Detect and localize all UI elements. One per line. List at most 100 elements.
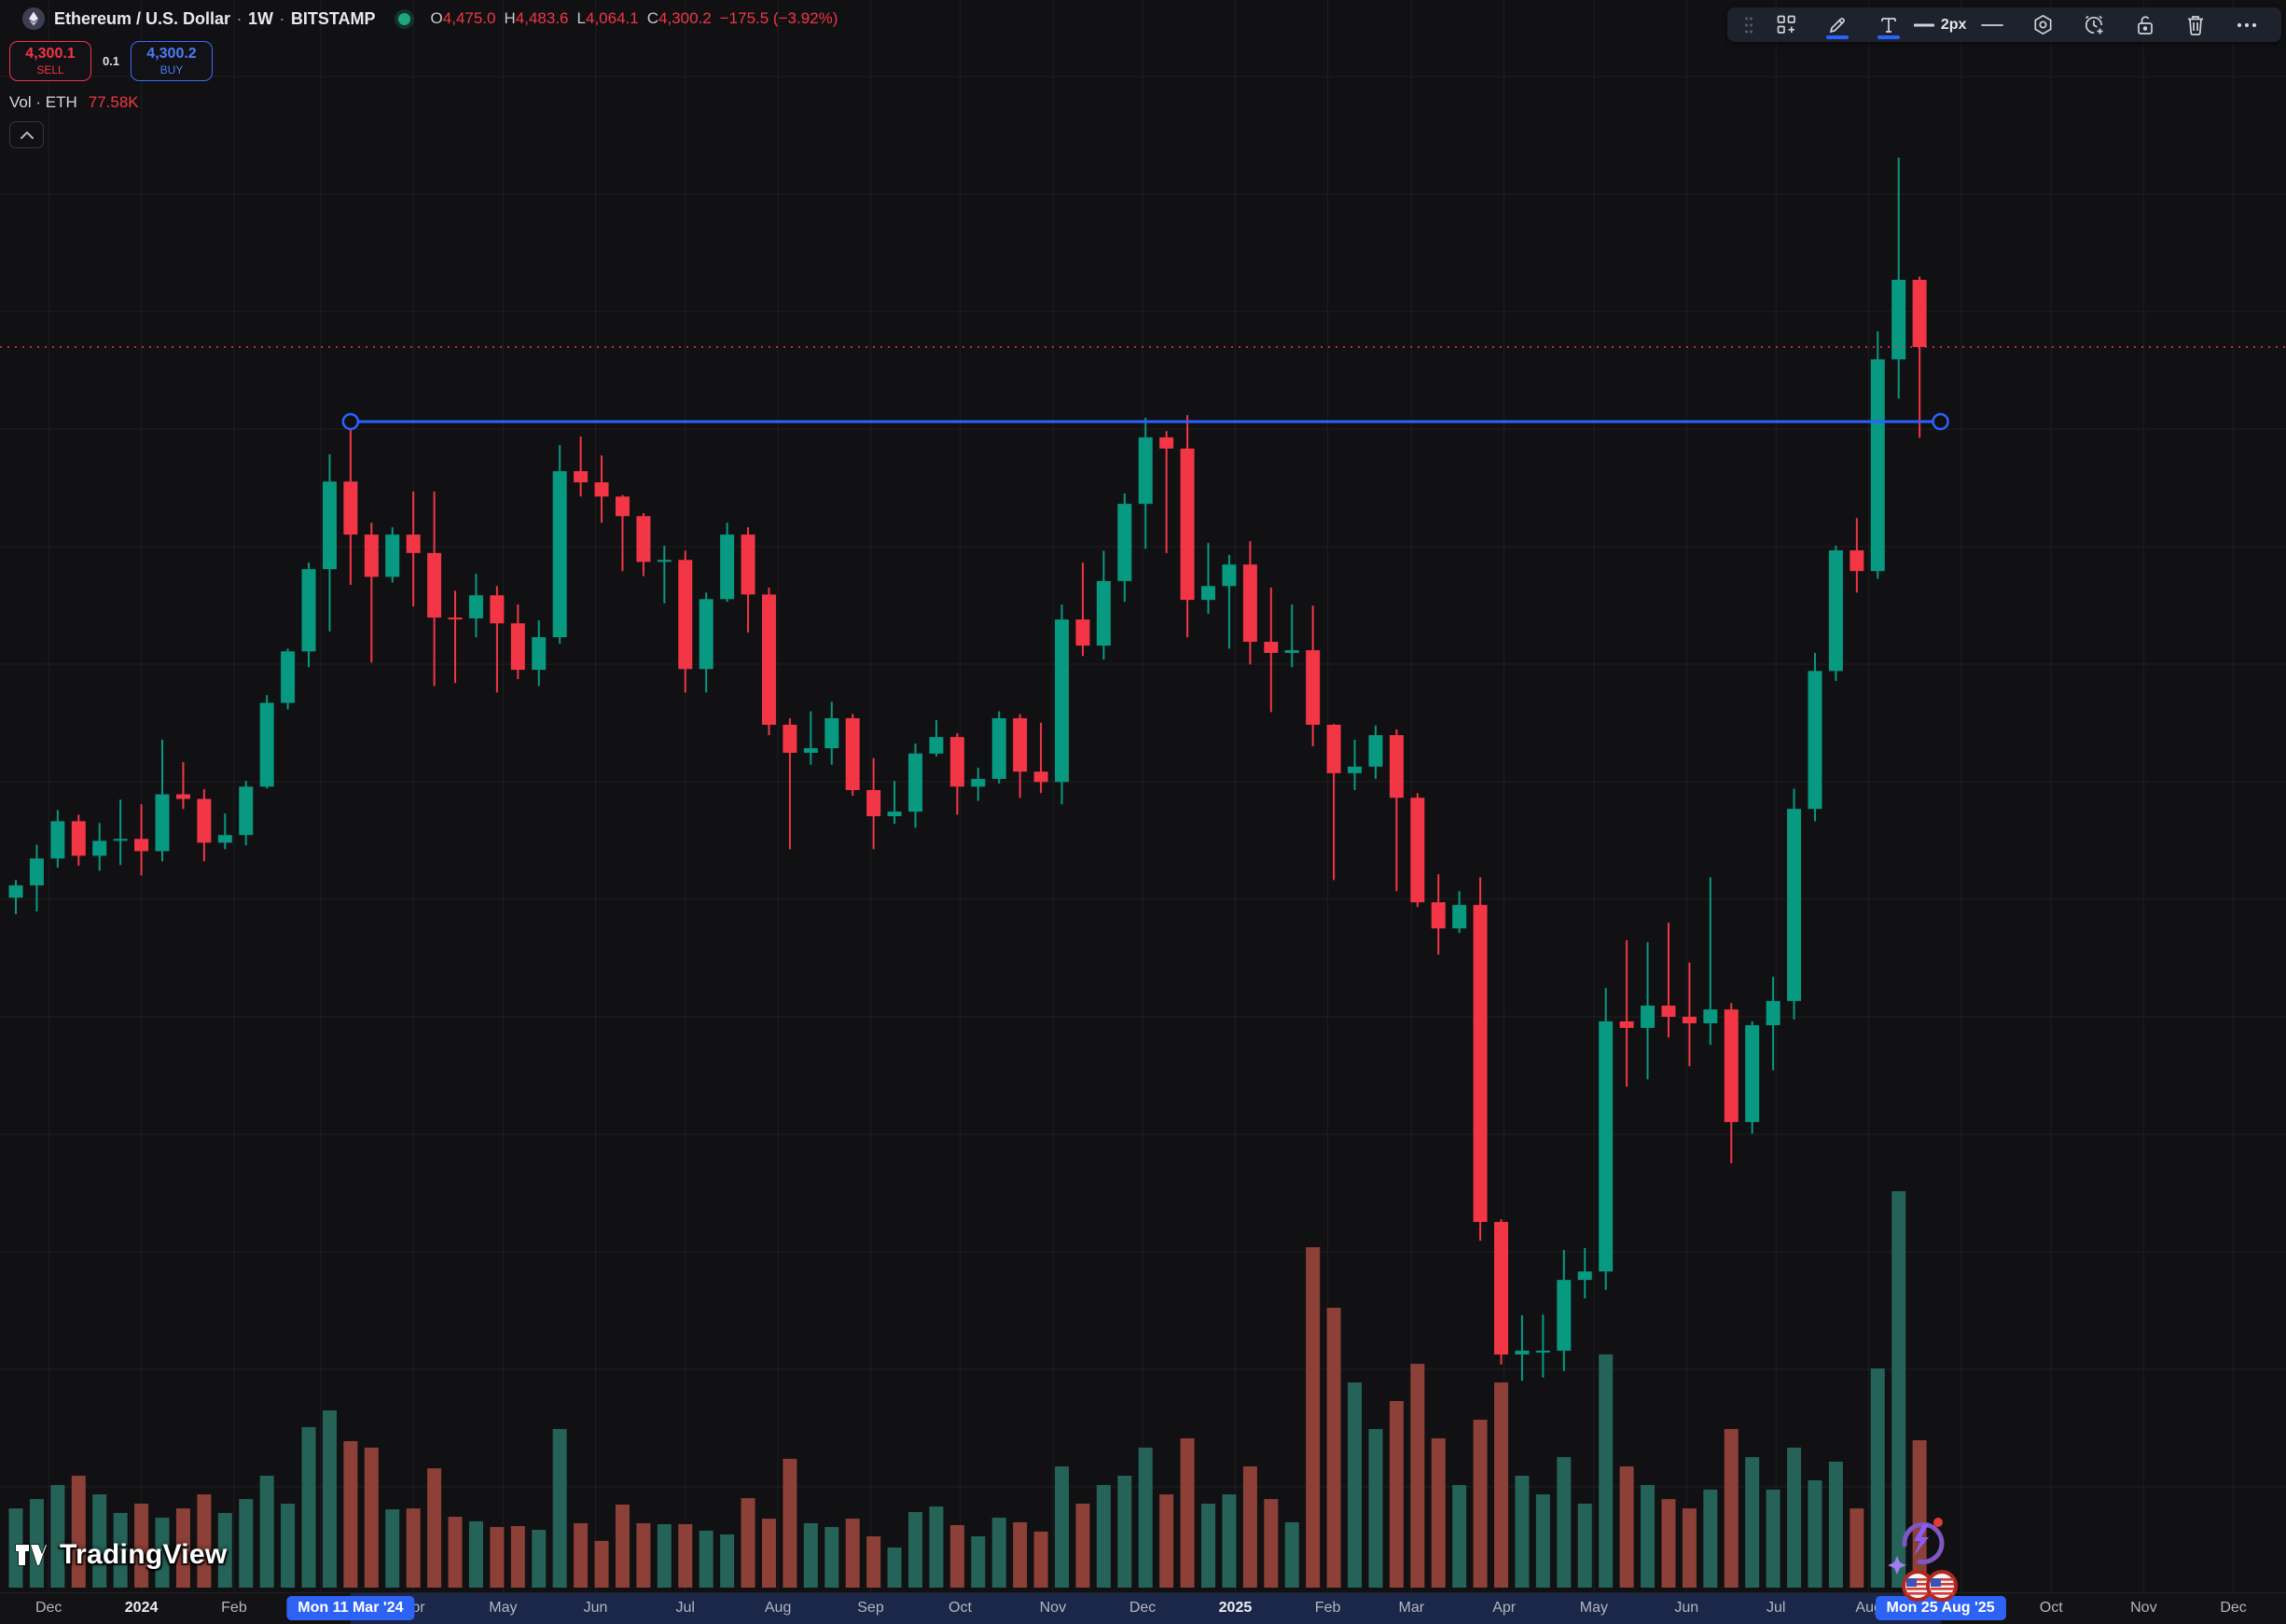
candle[interactable] [510,604,525,679]
volume-bar[interactable] [343,1440,358,1588]
volume-bar[interactable] [1096,1485,1111,1588]
usa-flag-emoji-sticker[interactable] [1902,1570,1933,1602]
candle[interactable] [1013,714,1028,798]
candle[interactable] [217,813,232,850]
candle[interactable] [991,711,1006,784]
volume-bar[interactable] [385,1509,400,1588]
candle[interactable] [615,494,630,572]
candle[interactable] [1682,962,1697,1067]
volume-bar[interactable] [574,1522,589,1588]
volume-bar[interactable] [1703,1489,1718,1588]
volume-bar[interactable] [1159,1494,1174,1588]
volume-bar[interactable] [1557,1457,1572,1588]
volume-bar[interactable] [1013,1521,1028,1588]
time-axis[interactable]: Dec 2024 Feb Mar Apr May Jun Jul Aug Sep Oct Nov Dec… [0,1592,2286,1624]
candle[interactable] [29,844,44,912]
volume-bar[interactable] [322,1409,337,1588]
candle[interactable] [1431,874,1446,955]
candle[interactable] [657,546,672,604]
line-width-button[interactable]: 2px [1913,7,1966,42]
candle[interactable] [468,574,483,638]
volume-bar[interactable] [1326,1308,1341,1588]
volume-bar[interactable] [761,1519,776,1588]
add-alert-button[interactable] [2069,7,2120,42]
volume-bar[interactable] [866,1536,881,1588]
candle[interactable] [155,740,170,862]
volume-bar[interactable] [92,1494,107,1588]
volume-bar[interactable] [29,1499,44,1588]
candle[interactable] [1557,1250,1572,1371]
volume-bar[interactable] [1787,1447,1802,1588]
volume-bar[interactable] [175,1508,190,1588]
volume-bar[interactable] [845,1519,860,1588]
buy-button[interactable]: 4,300.2 BUY [131,41,213,81]
volume-bar[interactable] [1410,1364,1425,1588]
candle[interactable] [594,455,609,523]
candle[interactable] [1661,923,1676,1038]
volume-bar[interactable] [929,1506,944,1588]
candle[interactable] [1264,587,1279,713]
volume-bar[interactable] [1535,1494,1550,1588]
volume-bar[interactable] [1766,1489,1780,1588]
volume-bar[interactable] [1724,1428,1739,1588]
timeframe[interactable]: 1W [247,8,273,28]
volume-bar[interactable] [657,1523,672,1588]
volume-bar[interactable] [1745,1457,1760,1588]
volume-bar[interactable] [50,1485,65,1588]
volume-bar[interactable] [217,1512,232,1588]
volume-bar[interactable] [1117,1476,1132,1588]
candle[interactable] [824,701,839,765]
drawing-templates-button[interactable] [1761,7,1812,42]
volume-bar[interactable] [1619,1466,1634,1588]
candle[interactable] [1494,1219,1509,1365]
candle[interactable] [1891,158,1906,399]
volume-bar[interactable] [1264,1499,1279,1588]
volume-bar[interactable] [113,1512,128,1588]
volume-bar[interactable] [364,1447,379,1588]
volume-bar[interactable] [1452,1485,1467,1588]
candle[interactable] [1641,942,1656,1080]
volume-bar[interactable] [1242,1466,1257,1588]
volume-bar[interactable] [552,1428,567,1588]
candle[interactable] [1368,725,1383,780]
candle[interactable] [1787,788,1802,1020]
volume-bar[interactable] [1033,1531,1048,1588]
candle[interactable] [1284,604,1299,668]
volume-bar[interactable] [1138,1447,1153,1588]
market-status-dot[interactable] [397,12,410,25]
candle[interactable] [1075,562,1090,657]
candle[interactable] [1242,541,1257,665]
symbol-title[interactable]: Ethereum / U.S. Dollar · 1W · BITSTAMP [54,8,376,28]
volume-bar[interactable] [1682,1508,1697,1588]
candle[interactable] [1348,740,1363,790]
volume-bar[interactable] [1808,1479,1822,1588]
volume-bar[interactable] [1389,1401,1404,1588]
volume-bar[interactable] [824,1527,839,1588]
volume-bar[interactable] [1473,1419,1488,1588]
candle[interactable] [761,587,776,736]
volume-bar[interactable] [155,1518,170,1588]
volume-bar[interactable] [636,1522,651,1588]
volume-bar[interactable] [301,1426,316,1588]
candle[interactable] [385,527,400,583]
candle[interactable] [636,513,651,576]
candle[interactable] [1515,1315,1530,1381]
trendline-anchor-handle[interactable] [1932,412,1949,431]
candle[interactable] [1619,940,1634,1087]
volume-bar[interactable] [1075,1503,1090,1588]
candle[interactable] [783,717,797,850]
drag-handle-icon[interactable] [1737,7,1761,42]
candle[interactable] [50,810,65,868]
volume-bar[interactable] [1055,1466,1069,1588]
candle[interactable] [532,619,547,687]
delete-button[interactable] [2170,7,2222,42]
candle[interactable] [1535,1314,1550,1378]
candle[interactable] [343,429,358,586]
candle[interactable] [259,695,274,789]
volume-bar[interactable] [1306,1247,1321,1588]
volume-bar[interactable] [1577,1503,1592,1588]
trendline-anchor-handle[interactable] [341,412,360,431]
volume-bar[interactable] [1912,1439,1927,1588]
candle[interactable] [490,586,505,693]
